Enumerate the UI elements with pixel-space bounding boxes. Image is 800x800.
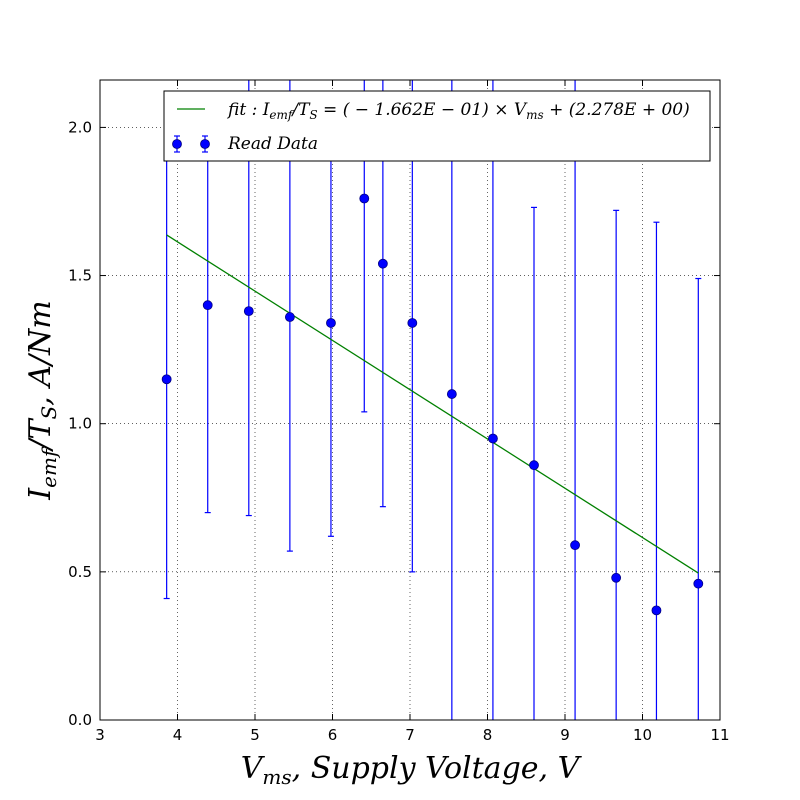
legend-data-label: Read Data bbox=[227, 134, 318, 154]
data-point bbox=[570, 540, 580, 551]
data-point bbox=[202, 300, 213, 311]
data-point bbox=[407, 318, 418, 328]
data-point bbox=[693, 578, 704, 589]
x-tick-label: 9 bbox=[560, 726, 570, 744]
x-tick-label: 10 bbox=[633, 726, 652, 744]
x-tick-label: 3 bbox=[95, 726, 105, 744]
legend-fit-label: fit : Iemf/TS = ( − 1.662E − 01) × Vms +… bbox=[226, 100, 690, 122]
x-tick-label: 8 bbox=[483, 726, 493, 744]
data-point bbox=[446, 389, 457, 399]
legend-data-swatch bbox=[172, 135, 210, 153]
legend-box bbox=[163, 90, 711, 162]
data-point bbox=[359, 193, 370, 204]
y-tick-label: 2.0 bbox=[68, 118, 92, 136]
x-tick-label: 4 bbox=[173, 726, 183, 744]
fit-line bbox=[166, 234, 699, 574]
ticks: 3 4 5 6 7 8 9 10 11 0.0 0.5 1.0 1.5 2.0 bbox=[68, 80, 730, 744]
data-point bbox=[243, 306, 254, 317]
x-tick-label: 11 bbox=[710, 726, 729, 744]
legend: fit : Iemf/TS = ( − 1.662E − 01) × Vms +… bbox=[163, 90, 711, 162]
y-tick-label: 0.0 bbox=[68, 711, 92, 729]
y-tick-label: 0.5 bbox=[68, 563, 92, 581]
data-point bbox=[651, 605, 662, 616]
y-tick-label: 1.5 bbox=[68, 267, 92, 285]
y-tick-label: 1.0 bbox=[68, 415, 92, 433]
x-tick-label: 7 bbox=[405, 726, 415, 744]
x-axis-label: Vms, Supply Voltage, V bbox=[241, 751, 583, 789]
data-point bbox=[284, 312, 295, 322]
data-point bbox=[377, 258, 388, 269]
data-point bbox=[488, 433, 498, 444]
data-point bbox=[326, 318, 336, 328]
data-point bbox=[611, 572, 622, 583]
y-axis-label: Iemf/TS, A/Nm bbox=[23, 300, 61, 500]
x-tick-label: 5 bbox=[250, 726, 260, 744]
x-tick-label: 6 bbox=[328, 726, 338, 744]
data-point bbox=[529, 460, 539, 471]
data-point bbox=[161, 374, 172, 385]
